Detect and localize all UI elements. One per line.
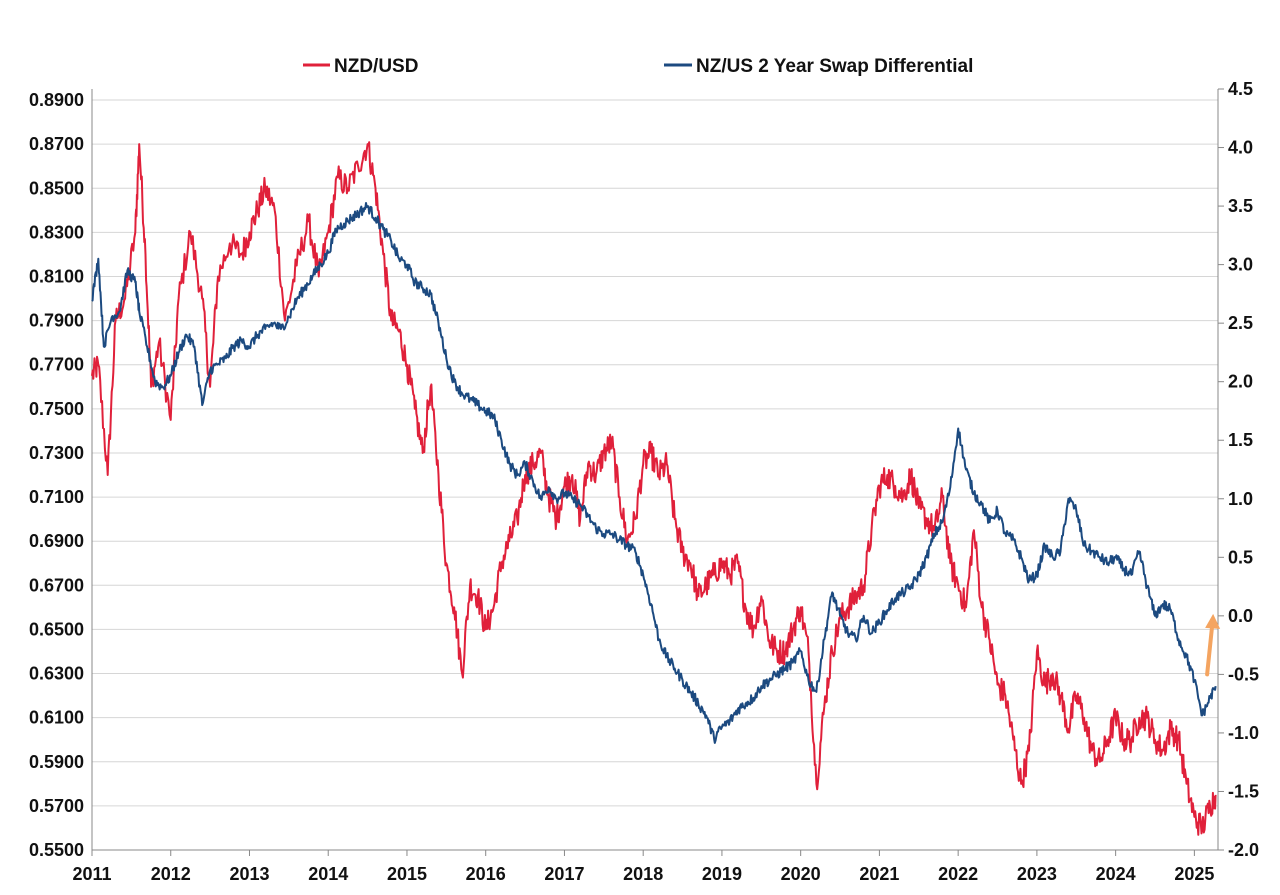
annotations — [1205, 613, 1221, 677]
y-right-tick-label: -1.0 — [1228, 723, 1259, 743]
x-tick-label: 2013 — [229, 864, 269, 884]
y-right-tick-label: 3.0 — [1228, 255, 1253, 275]
y-left-tick-label: 0.5900 — [29, 752, 84, 772]
y-left-tick-label: 0.7100 — [29, 487, 84, 507]
y-left-tick-label: 0.7700 — [29, 355, 84, 375]
axes: 0.5500 0.5700 0.5900 0.6100 0.6300 0.6500 0.67… — [29, 79, 1259, 884]
x-tick-label: 2021 — [859, 864, 899, 884]
y-right-tick-label: 0.0 — [1228, 606, 1253, 626]
arrow-shaft — [1205, 623, 1215, 677]
x-tick-label: 2018 — [623, 864, 663, 884]
x-tick-label: 2023 — [1017, 864, 1057, 884]
x-tick-label: 2017 — [544, 864, 584, 884]
y-left-tick-label: 0.6900 — [29, 531, 84, 551]
y-left-tick-label: 0.6500 — [29, 619, 84, 639]
x-tick-label: 2016 — [466, 864, 506, 884]
y-right-tick-label: 0.5 — [1228, 547, 1253, 567]
y-left-tick-label: 0.8900 — [29, 90, 84, 110]
x-tick-label: 2025 — [1174, 864, 1214, 884]
y-left-tick-label: 0.6300 — [29, 664, 84, 684]
x-tick-label: 2024 — [1096, 864, 1136, 884]
y-right-tick-label: 1.0 — [1228, 489, 1253, 509]
y-right-tick-label: -1.5 — [1228, 781, 1259, 801]
legend-label-nzdusd: NZD/USD — [334, 56, 418, 77]
legend: NZD/USD NZ/US 2 Year Swap Differential — [303, 56, 973, 77]
arrow-head — [1205, 613, 1221, 629]
y-left-tick-label: 0.7300 — [29, 443, 84, 463]
y-right-tick-label: -2.0 — [1228, 840, 1259, 860]
y-right-tick-label: 2.0 — [1228, 372, 1253, 392]
y-left-tick-label: 0.8700 — [29, 134, 84, 154]
x-tick-label: 2012 — [151, 864, 191, 884]
y-right-tick-label: 3.5 — [1228, 196, 1253, 216]
y-left-tick-label: 0.8300 — [29, 222, 84, 242]
y-left-tick-label: 0.8500 — [29, 178, 84, 198]
x-tick-label: 2014 — [308, 864, 348, 884]
series-group — [91, 141, 1217, 836]
y-right-tick-label: 2.5 — [1228, 313, 1253, 333]
swap-differential-line — [91, 202, 1217, 744]
y-left-tick-label: 0.7900 — [29, 311, 84, 331]
y-left-tick-label: 0.6100 — [29, 708, 84, 728]
legend-label-swap: NZ/US 2 Year Swap Differential — [696, 56, 973, 77]
y-right-tick-label: 4.0 — [1228, 138, 1253, 158]
y-left-tick-label: 0.5700 — [29, 796, 84, 816]
grid-lines — [92, 99, 1218, 851]
x-tick-label: 2022 — [938, 864, 978, 884]
y-left-tick-label: 0.5500 — [29, 840, 84, 860]
y-right-tick-label: -0.5 — [1228, 664, 1259, 684]
x-tick-label: 2020 — [781, 864, 821, 884]
y-left-tick-label: 0.7500 — [29, 399, 84, 419]
y-right-tick-label: 1.5 — [1228, 430, 1253, 450]
x-tick-label: 2011 — [72, 864, 111, 884]
nzdusd-line — [91, 141, 1217, 836]
x-tick-label: 2015 — [387, 864, 427, 884]
x-tick-label: 2019 — [702, 864, 742, 884]
y-left-tick-label: 0.6700 — [29, 575, 84, 595]
y-right-tick-label: 4.5 — [1228, 79, 1253, 99]
y-left-tick-label: 0.8100 — [29, 266, 84, 286]
